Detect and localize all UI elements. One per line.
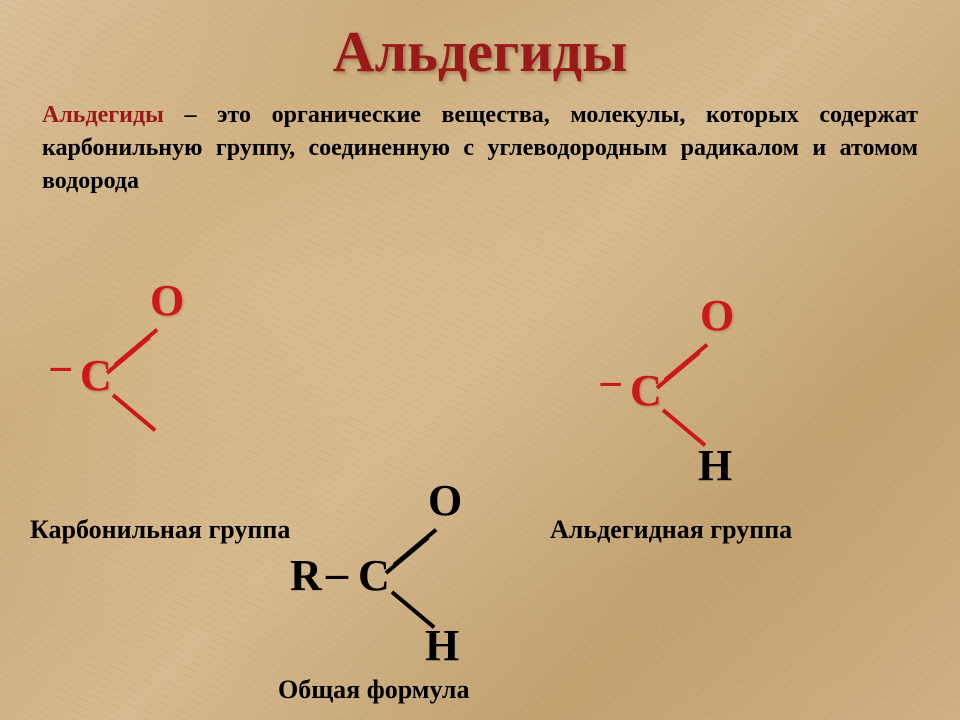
general-caption: Общая формула: [278, 675, 469, 705]
slide-title: Альдегиды: [0, 0, 960, 85]
definition-text: Альдегиды – это органические вещества, м…: [0, 85, 960, 198]
definition-term: Альдегиды: [42, 102, 164, 128]
slide-content: Альдегиды Альдегиды – это органические в…: [0, 0, 960, 720]
aldehyde-caption: Альдегидная группа: [550, 515, 792, 545]
aldehyde-sgl: [662, 408, 707, 446]
general-sgl: [391, 590, 436, 628]
aldehyde-h: H: [698, 440, 732, 491]
definition-body: – это органические вещества, молекулы, к…: [42, 102, 918, 194]
aldehyde-o: O: [700, 290, 734, 341]
general-o: O: [428, 475, 462, 526]
general-c: C: [358, 550, 390, 601]
carbonyl-dbl2: [106, 336, 151, 374]
carbonyl-caption: Карбонильная группа: [30, 515, 290, 545]
carbonyl-c: C: [80, 350, 112, 401]
general-h: H: [425, 620, 459, 671]
carbonyl-dash: −: [48, 348, 73, 392]
aldehyde-dbl2: [656, 351, 701, 389]
carbonyl-o: O: [150, 275, 184, 326]
general-r: R: [290, 550, 322, 601]
aldehyde-c: C: [630, 365, 662, 416]
general-dbl2: [385, 536, 430, 574]
aldehyde-dash: −: [598, 363, 623, 407]
structures-area: − C O Карбонильная группа − C O H Альдег…: [0, 270, 960, 710]
carbonyl-sgl: [112, 393, 157, 431]
general-dash: –: [326, 548, 348, 599]
